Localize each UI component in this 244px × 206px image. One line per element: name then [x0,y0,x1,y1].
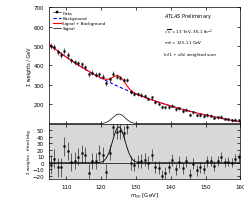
Text: $m_H$ = 125.11 GeV: $m_H$ = 125.11 GeV [164,40,202,47]
Y-axis label: Σ weights - fitted bkg: Σ weights - fitted bkg [27,130,31,173]
X-axis label: $m_{\gamma\gamma}$ [GeV]: $m_{\gamma\gamma}$ [GeV] [130,190,159,201]
Text: $\it{ATLAS}$ Preliminary: $\it{ATLAS}$ Preliminary [164,12,212,21]
Y-axis label: Σ weights / GeV: Σ weights / GeV [27,47,32,85]
Legend: Data, Background, Signal + Background, Signal: Data, Background, Signal + Background, S… [53,12,106,31]
Text: ln(1 + s/b) weighted sum: ln(1 + s/b) weighted sum [164,52,216,56]
Text: $\sqrt{s}$ = 13 TeV, 36.1 fb$^{-1}$: $\sqrt{s}$ = 13 TeV, 36.1 fb$^{-1}$ [164,27,213,35]
